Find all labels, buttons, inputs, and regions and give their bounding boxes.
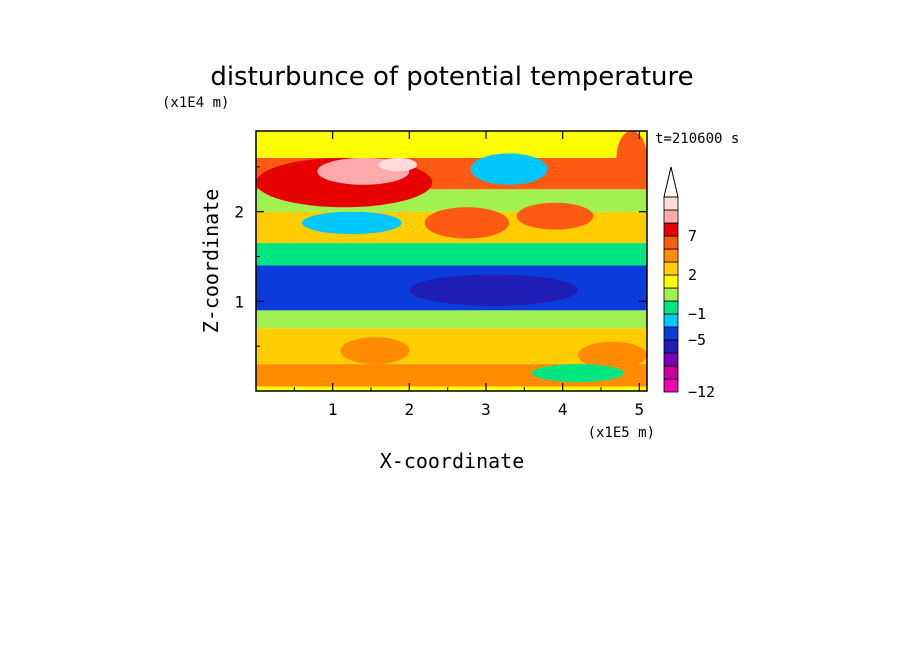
x-tick-label: 1 [328, 400, 338, 419]
contour-feature [616, 131, 647, 185]
colorbar-swatch [663, 313, 679, 328]
colorbar-swatch [663, 300, 679, 315]
contour-band [256, 131, 647, 158]
colorbar-swatch [663, 287, 679, 302]
contour-feature [340, 337, 410, 365]
colorbar-swatch [663, 352, 679, 367]
contour-feature [470, 153, 548, 185]
colorbar-swatch [663, 261, 679, 276]
colorbar-label: −12 [688, 383, 715, 401]
contour-feature [532, 364, 624, 383]
contour-feature [378, 157, 418, 172]
colorbar-swatch [663, 378, 679, 393]
x-axis-label: X-coordinate [380, 449, 525, 473]
colorbar-swatch [663, 235, 679, 250]
y-tick-label: 2 [234, 203, 244, 222]
time-label: t=210600 s [655, 131, 739, 147]
x-tick-label: 3 [481, 400, 491, 419]
contour-band [256, 243, 647, 266]
colorbar-swatch [663, 222, 679, 237]
contour-feature [409, 274, 578, 306]
contour-band [256, 386, 647, 391]
y-unit-label: (x1E4 m) [162, 95, 229, 111]
x-tick-label: 2 [405, 400, 415, 419]
colorbar-swatch [663, 274, 679, 289]
colorbar-swatch [663, 365, 679, 380]
colorbar-label: −1 [688, 305, 706, 323]
chart-title: disturbunce of potential temperature [210, 62, 693, 92]
contour-plot-area [256, 131, 647, 391]
colorbar-label: 2 [688, 266, 697, 284]
x-unit-label: (x1E5 m) [588, 425, 655, 441]
contour-feature [424, 207, 510, 239]
colorbar-swatch [663, 196, 679, 211]
colorbar-swatch [663, 326, 679, 341]
colorbar-swatch [663, 209, 679, 224]
x-tick-label: 4 [558, 400, 568, 419]
colorbar-swatch [663, 248, 679, 263]
colorbar-label: −5 [688, 331, 706, 349]
contour-band [256, 310, 647, 329]
plot-frame [255, 130, 648, 392]
y-tick-label: 1 [234, 292, 244, 311]
colorbar: 7 2 −1 −5 −12 [663, 166, 715, 401]
contour-feature [302, 211, 402, 235]
y-axis-ticks: 12 [234, 166, 647, 347]
x-tick-label: 5 [635, 400, 645, 419]
x-axis-ticks: 1 2 3 4 5 [293, 131, 645, 419]
colorbar-extend-arrow [663, 166, 679, 198]
contour-feature [516, 202, 594, 230]
contour-feature [578, 341, 647, 369]
y-axis-label: Z-coordinate [199, 189, 223, 334]
colorbar-label: 7 [688, 227, 697, 245]
colorbar-swatch [663, 339, 679, 354]
